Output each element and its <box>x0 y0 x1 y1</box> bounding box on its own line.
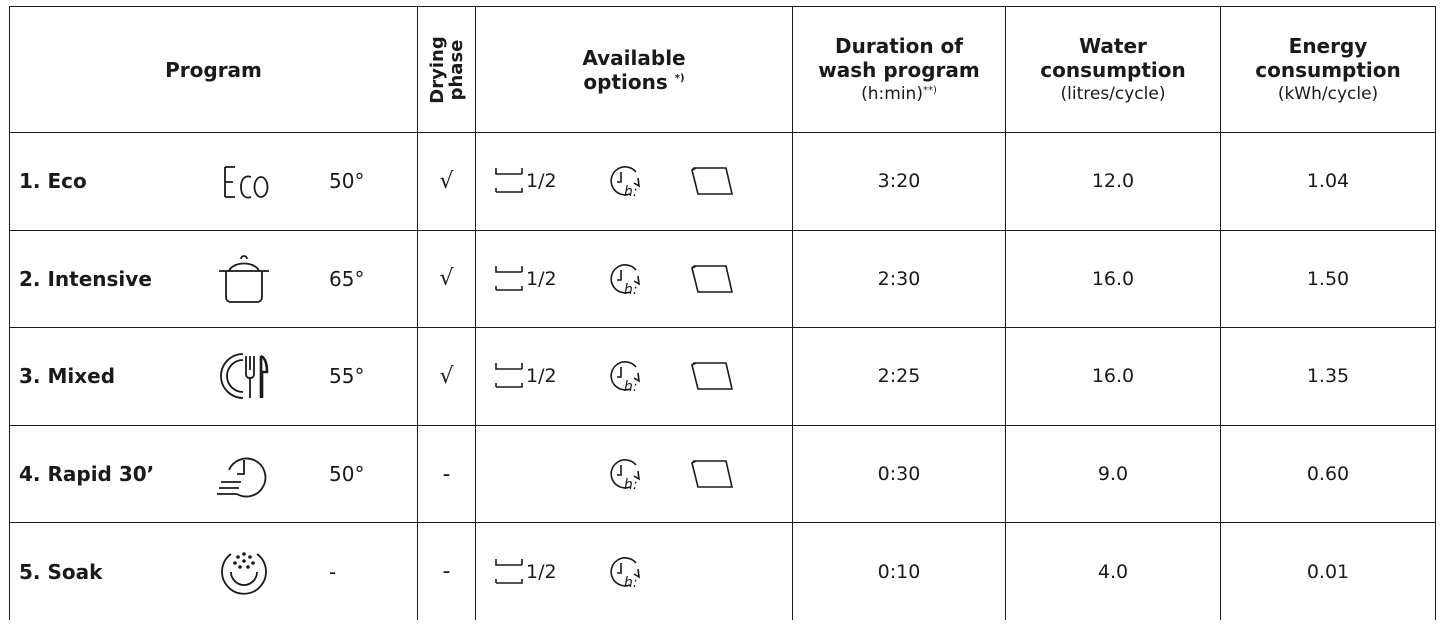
table-row: 3. Mixed 55° √ <box>9 327 1436 426</box>
header-water-consumption: Water consumption (litres/cycle) <box>1005 6 1221 133</box>
duration-cell: 2:30 <box>792 229 1006 329</box>
half-load-icon <box>495 265 523 291</box>
water-cell: 9.0 <box>1005 424 1221 524</box>
delay-start-icon: h: <box>606 356 644 396</box>
duration-cell: 0:30 <box>792 424 1006 524</box>
half-load-option: 1/2 <box>494 356 557 396</box>
half-load-icon <box>495 168 523 194</box>
svg-text:h:: h: <box>624 184 638 200</box>
drying-phase-cell: - <box>417 424 476 524</box>
half-load-label: 1/2 <box>526 267 557 290</box>
half-load-label: 1/2 <box>526 170 557 193</box>
water-cell: 16.0 <box>1005 327 1221 426</box>
water-cell: 4.0 <box>1005 522 1221 620</box>
svg-text:h:: h: <box>624 575 638 591</box>
options-cell: h: <box>475 424 793 524</box>
delay-start-icon: h: <box>606 454 644 494</box>
header-drying-phase: Drying phase <box>417 6 476 133</box>
half-load-option: 1/2 <box>494 552 557 592</box>
program-temperature: 55° <box>329 364 365 389</box>
energy-cell: 0.60 <box>1220 424 1436 524</box>
svg-text:h:: h: <box>624 282 638 298</box>
delay-start-icon: h: <box>606 259 644 299</box>
svg-text:h:: h: <box>624 379 638 395</box>
table-row: 1. Eco 50° √ <box>9 132 1436 231</box>
energy-cell: 0.01 <box>1220 522 1436 620</box>
header-available-options: Available options *) <box>475 6 793 133</box>
program-temperature: 50° <box>329 462 365 487</box>
duration-cell: 2:25 <box>792 327 1006 426</box>
pot-icon <box>215 251 273 307</box>
half-load-option: 1/2 <box>494 259 557 299</box>
program-cell: 4. Rapid 30’ 50° <box>9 424 418 524</box>
header-duration: Duration of wash program (h:min)**) <box>792 6 1006 133</box>
program-name: 1. Eco <box>19 169 87 194</box>
program-name: 3. Mixed <box>19 364 116 389</box>
rapid-clock-icon <box>215 446 273 502</box>
tablet-icon <box>688 259 736 299</box>
drying-phase-cell: √ <box>417 132 476 231</box>
delay-start-icon: h: <box>606 161 644 201</box>
table-row: 2. Intensive 65° √ <box>9 229 1436 329</box>
table-row: 4. Rapid 30’ 50° - <box>9 424 1436 524</box>
program-name: 2. Intensive <box>19 266 152 291</box>
drying-phase-cell: √ <box>417 327 476 426</box>
energy-cell: 1.04 <box>1220 132 1436 231</box>
energy-cell: 1.50 <box>1220 229 1436 329</box>
header-program: Program <box>9 6 418 133</box>
options-cell: 1/2 h: <box>475 229 793 329</box>
program-temperature: 50° <box>329 169 365 194</box>
program-cell: 2. Intensive 65° <box>9 229 418 329</box>
soak-icon <box>215 544 273 600</box>
half-load-option: 1/2 <box>494 161 557 201</box>
drying-phase-cell: √ <box>417 229 476 329</box>
header-row: Program Drying phase Available options *)… <box>9 6 1436 133</box>
table-row: 5. Soak <box>9 522 1436 620</box>
program-cell: 5. Soak <box>9 522 418 620</box>
plate-cutlery-icon <box>215 348 273 404</box>
program-cell: 1. Eco 50° <box>9 132 418 231</box>
drying-phase-cell: - <box>417 522 476 620</box>
energy-cell: 1.35 <box>1220 327 1436 426</box>
tablet-icon <box>688 454 736 494</box>
half-load-label: 1/2 <box>526 365 557 388</box>
program-name: 5. Soak <box>19 559 103 584</box>
program-name: 4. Rapid 30’ <box>19 462 155 487</box>
program-table: Program Drying phase Available options *)… <box>9 6 1436 620</box>
duration-cell: 0:10 <box>792 522 1006 620</box>
tablet-icon <box>688 356 736 396</box>
options-cell: 1/2 h: <box>475 132 793 231</box>
duration-cell: 3:20 <box>792 132 1006 231</box>
half-load-icon <box>495 558 523 584</box>
water-cell: 12.0 <box>1005 132 1221 231</box>
half-load-label: 1/2 <box>526 560 557 583</box>
options-cell: 1/2 h: <box>475 327 793 426</box>
tablet-icon <box>688 161 736 201</box>
water-cell: 16.0 <box>1005 229 1221 329</box>
delay-start-icon: h: <box>606 552 644 592</box>
header-energy-consumption: Energy consumption (kWh/cycle) <box>1220 6 1436 133</box>
program-temperature: 65° <box>329 266 365 291</box>
svg-text:h:: h: <box>624 477 638 493</box>
options-cell: 1/2 h: <box>475 522 793 620</box>
program-temperature: - <box>329 559 337 584</box>
eco-icon <box>215 153 273 209</box>
program-cell: 3. Mixed 55° <box>9 327 418 426</box>
half-load-icon <box>495 363 523 389</box>
